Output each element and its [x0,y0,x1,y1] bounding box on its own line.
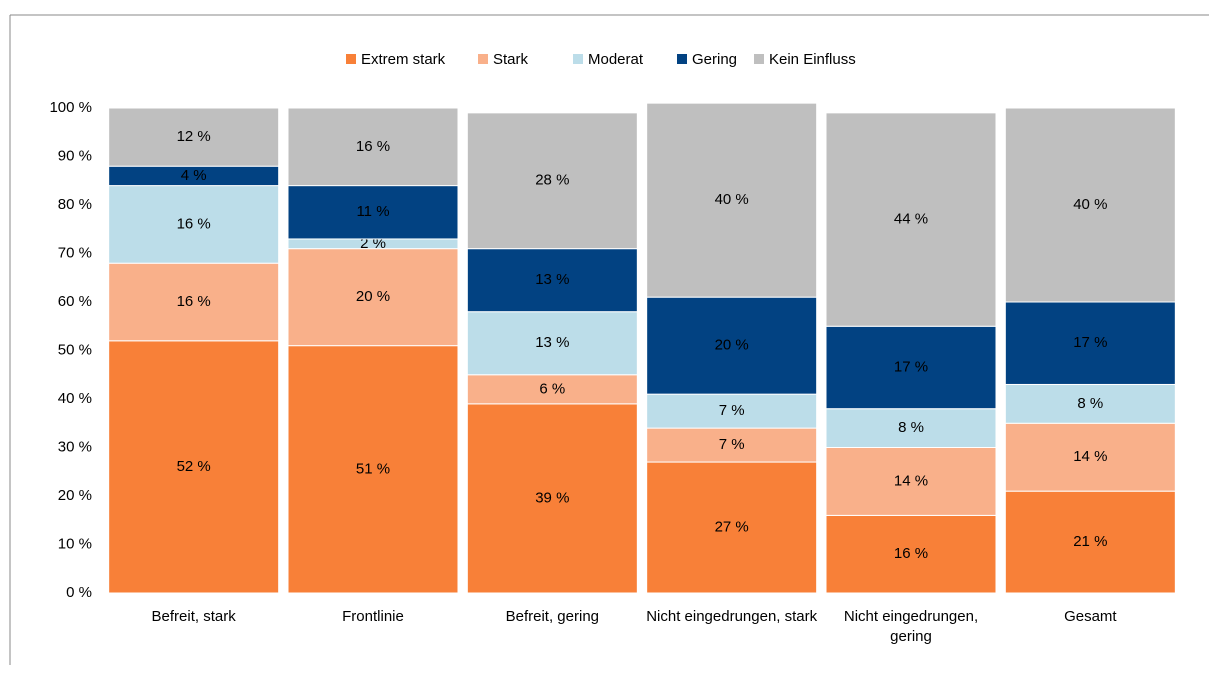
legend-swatch [754,54,764,64]
y-tick-label: 0 % [66,584,92,601]
bar-segment [287,107,459,187]
value-label: 6 % [539,380,565,397]
value-label: 52 % [177,458,211,475]
x-tick-label: Nicht eingedrungen, stark [646,608,818,625]
bar-segment [646,427,818,463]
value-label: 11 % [356,203,389,220]
value-label: 40 % [715,191,749,208]
legend-swatch [573,54,583,64]
bar-segment [287,185,459,240]
bar-segment [466,248,638,313]
y-tick-label: 40 % [58,390,92,407]
legend-swatch [478,54,488,64]
legend-label: Extrem stark [361,51,446,68]
value-label: 4 % [181,167,207,184]
bar-segment [646,102,818,298]
value-label: 14 % [1073,448,1107,465]
x-tick-label: Nicht eingedrungen, gering [843,608,979,645]
bar-segment [825,112,997,327]
bar-segment [108,185,280,264]
value-label: 8 % [898,419,924,436]
x-tick-label: Befreit, stark [151,608,236,625]
bar-segment [1004,422,1176,492]
legend-swatch [677,54,687,64]
legend-label: Stark [493,51,529,68]
y-tick-label: 20 % [58,487,92,504]
y-tick-label: 100 % [49,99,92,116]
bar-segment [825,514,997,594]
value-label: 16 % [356,138,390,155]
bar-segment [825,408,997,449]
bar-segment [108,107,280,167]
legend-swatch [346,54,356,64]
bar-segment [825,447,997,516]
value-label: 13 % [535,334,569,351]
value-label: 51 % [356,460,390,477]
value-label: 8 % [1077,395,1103,412]
bar-segment [287,345,459,594]
y-tick-label: 10 % [58,535,92,552]
bar-segment [646,296,818,395]
bar-segment [1004,490,1176,594]
legend-label: Gering [692,51,737,68]
value-label: 39 % [535,489,569,506]
x-tick-label: Befreit, gering [505,608,600,625]
value-label: 40 % [1073,196,1107,213]
legend-label: Kein Einfluss [769,51,856,68]
value-label: 12 % [177,128,211,145]
value-label: 16 % [894,545,928,562]
value-label: 17 % [1073,334,1107,351]
value-label: 27 % [715,518,749,535]
x-tick-label: Frontlinie [342,608,404,625]
value-label: 14 % [894,472,928,489]
bar-segment [466,311,638,376]
bar-segment [466,374,638,405]
bar-segment [646,393,818,429]
bar-segment [466,112,638,250]
legend-label: Moderat [588,51,644,68]
bar-segment [1004,301,1176,385]
bar-segment [1004,383,1176,424]
y-tick-label: 30 % [58,438,92,455]
value-label: 44 % [894,211,928,228]
value-label: 28 % [535,172,569,189]
y-tick-label: 60 % [58,293,92,310]
value-label: 7 % [719,436,745,453]
value-label: 20 % [715,337,749,354]
value-label: 20 % [356,288,390,305]
y-tick-label: 50 % [58,341,92,358]
value-label: 7 % [719,402,745,419]
bar-segment [646,461,818,594]
bar-segment [108,340,280,594]
x-tick-label: Gesamt [1064,608,1117,625]
value-label: 16 % [177,293,211,310]
value-label: 21 % [1073,533,1107,550]
y-tick-label: 70 % [58,244,92,261]
value-label: 13 % [535,271,569,288]
y-tick-label: 90 % [58,147,92,164]
y-tick-label: 80 % [58,196,92,213]
value-label: 17 % [894,358,928,375]
value-label: 16 % [177,215,211,232]
bar-segment [1004,107,1176,303]
